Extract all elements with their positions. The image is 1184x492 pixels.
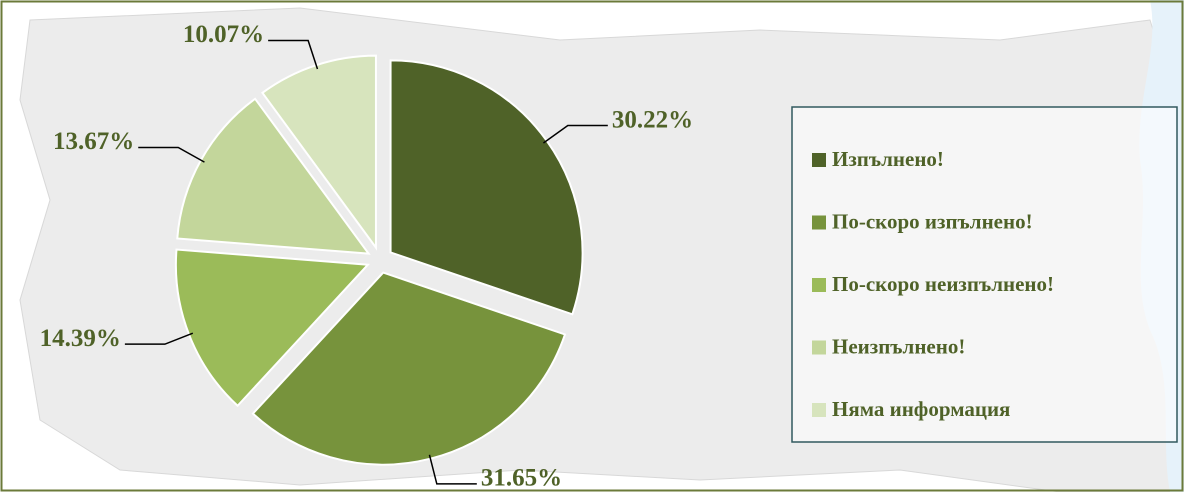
legend-label: По-скоро неизпълнено! bbox=[832, 272, 1054, 296]
data-label: 14.39% bbox=[40, 325, 121, 352]
leader-line bbox=[138, 146, 205, 163]
data-label: 30.22% bbox=[612, 106, 693, 133]
legend-label: Няма информация bbox=[832, 397, 1010, 421]
data-label: 13.67% bbox=[53, 128, 134, 155]
leader-line bbox=[268, 39, 319, 70]
leader-line bbox=[124, 332, 194, 345]
leader-line bbox=[542, 124, 608, 144]
legend-marker bbox=[812, 340, 826, 355]
legend-box bbox=[791, 106, 1178, 443]
legend-marker bbox=[812, 215, 826, 230]
legend-label: По-скоро изпълнено! bbox=[832, 209, 1033, 233]
legend-label: Изпълнено! bbox=[832, 147, 944, 171]
data-label: 10.07% bbox=[183, 21, 264, 48]
legend-marker bbox=[812, 278, 826, 292]
legend-marker bbox=[812, 153, 826, 167]
legend-marker bbox=[812, 403, 826, 417]
data-label: 31.65% bbox=[481, 465, 562, 492]
leader-line bbox=[428, 454, 477, 485]
legend-label: Неизпълнено! bbox=[832, 334, 965, 358]
